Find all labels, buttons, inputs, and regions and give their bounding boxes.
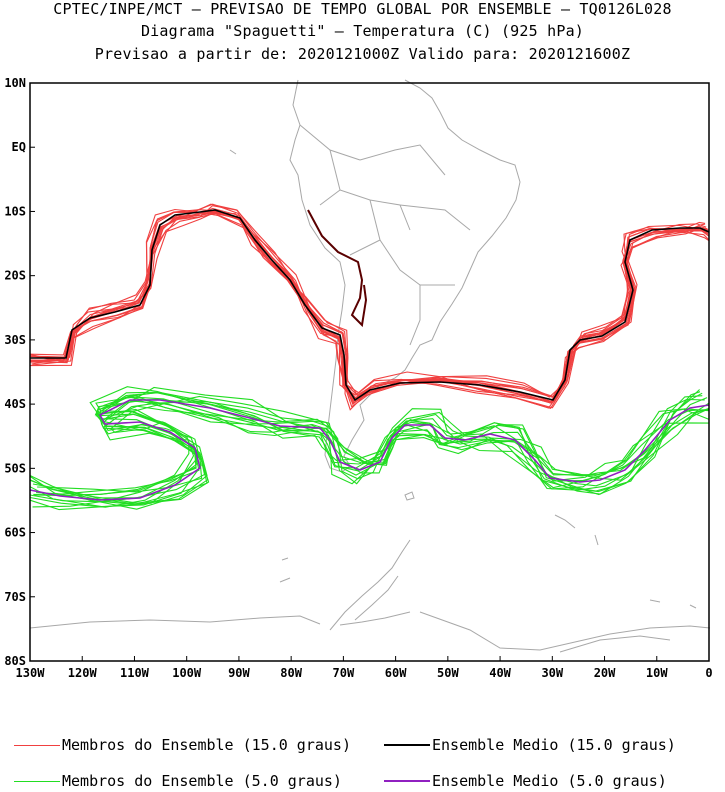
legend-member-15: Membros do Ensemble (15.0 graus) bbox=[14, 736, 351, 754]
legend-label: Membros do Ensemble (15.0 graus) bbox=[62, 736, 351, 754]
antarctic-peninsula bbox=[329, 539, 411, 631]
lat-tick-label: 40S bbox=[4, 397, 26, 411]
south-sandwich bbox=[594, 534, 599, 546]
member-contour bbox=[29, 395, 703, 510]
member-contour bbox=[29, 398, 710, 503]
lon-tick-label: 10W bbox=[646, 666, 668, 680]
legend-mean-5: Ensemble Medio (5.0 graus) bbox=[384, 772, 667, 790]
legend-swatch bbox=[384, 744, 430, 746]
lat-tick-label: 50S bbox=[4, 461, 26, 475]
legend-swatch bbox=[384, 780, 430, 782]
legend-swatch bbox=[14, 780, 60, 782]
lat-tick-label: 10N bbox=[4, 76, 26, 90]
lon-tick-label: 50W bbox=[437, 666, 459, 680]
title-line-2: Diagrama "Spaguetti" – Temperatura (C) (… bbox=[140, 22, 585, 40]
legend-label: Ensemble Medio (15.0 graus) bbox=[432, 736, 676, 754]
member-contour bbox=[33, 391, 710, 496]
member-contour bbox=[29, 209, 710, 404]
lon-tick-label: 100W bbox=[172, 666, 202, 680]
member-contour bbox=[29, 212, 709, 404]
lon-tick-label: 40W bbox=[489, 666, 511, 680]
member-contour bbox=[29, 400, 710, 508]
lat-tick-label: 30S bbox=[4, 333, 26, 347]
map-frame bbox=[29, 82, 710, 662]
mean-contour-5 bbox=[29, 399, 710, 501]
title-line-3: Previsao a partir de: 2020121000Z Valido… bbox=[94, 45, 631, 63]
lon-tick-label: 120W bbox=[68, 666, 98, 680]
latitude-axis: 10N EQ 10S 20S 30S 40S 50S 60S 70S 80S bbox=[4, 76, 35, 668]
coastline-layer bbox=[29, 79, 711, 653]
lon-tick-label: 90W bbox=[228, 666, 250, 680]
lat-tick-label: 60S bbox=[4, 526, 26, 540]
mean-contour-15 bbox=[30, 209, 710, 402]
falklands bbox=[404, 491, 415, 501]
lon-tick-label: 20W bbox=[594, 666, 616, 680]
member-contour bbox=[34, 392, 710, 497]
member-contours-5 bbox=[29, 386, 710, 511]
lat-tick-label: 70S bbox=[4, 590, 26, 604]
member-contour bbox=[29, 208, 710, 408]
legend-label: Ensemble Medio (5.0 graus) bbox=[432, 772, 667, 790]
lon-tick-label: 30W bbox=[541, 666, 563, 680]
member-contour bbox=[29, 398, 705, 508]
lon-tick-label: 80W bbox=[280, 666, 302, 680]
member-contour bbox=[29, 395, 710, 511]
lon-tick-label: 0 bbox=[705, 666, 712, 680]
lon-tick-label: 60W bbox=[385, 666, 407, 680]
legend-mean-15: Ensemble Medio (15.0 graus) bbox=[384, 736, 676, 754]
legend-swatch bbox=[14, 744, 60, 746]
antarctica-coast bbox=[29, 611, 711, 653]
south-georgia bbox=[554, 514, 576, 529]
legend-label: Membros do Ensemble (5.0 graus) bbox=[62, 772, 342, 790]
lat-tick-label: 20S bbox=[4, 269, 26, 283]
lat-tick-label: 80S bbox=[4, 654, 26, 668]
member-contours-15 bbox=[29, 203, 710, 411]
lon-tick-label: 110W bbox=[120, 666, 150, 680]
country-borders bbox=[299, 124, 471, 346]
island-dots bbox=[229, 149, 697, 609]
legend-member-5: Membros do Ensemble (5.0 graus) bbox=[14, 772, 342, 790]
south-america-coast bbox=[289, 79, 521, 473]
longitude-axis: 130W 120W 110W 100W 90W 80W 70W 60W 50W 40W 30W 20W… bbox=[16, 656, 713, 680]
lon-tick-label: 70W bbox=[333, 666, 355, 680]
lat-tick-label: 10S bbox=[4, 204, 26, 218]
member-contour bbox=[29, 391, 701, 505]
mean-contour-15-andes-loop bbox=[307, 209, 368, 328]
lat-tick-label: EQ bbox=[12, 140, 26, 154]
title-line-1: CPTEC/INPE/MCT – PREVISAO DE TEMPO GLOBA… bbox=[53, 0, 672, 18]
lon-tick-label: 130W bbox=[16, 666, 46, 680]
